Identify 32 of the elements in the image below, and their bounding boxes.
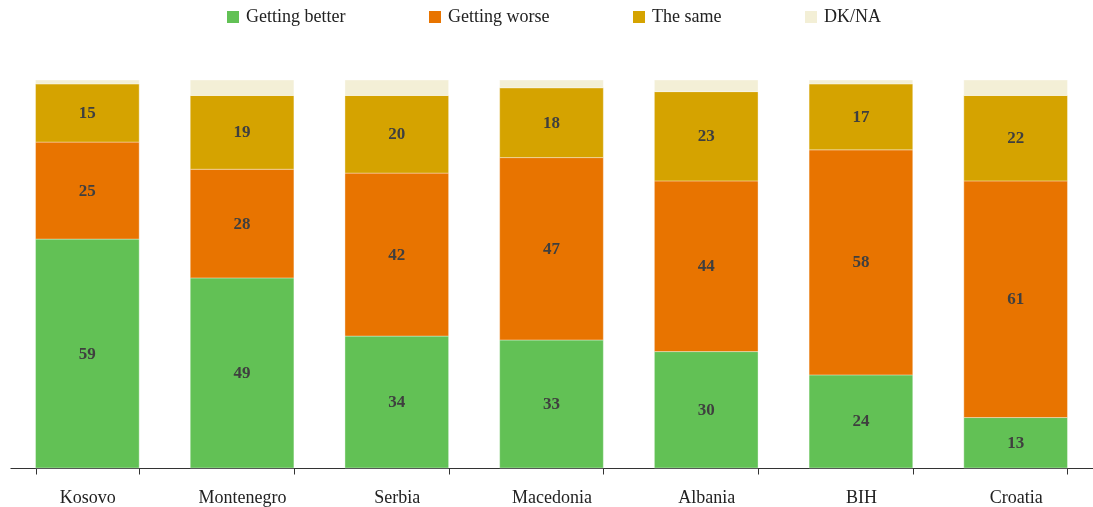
data-label: 19: [233, 122, 251, 142]
data-label: 44: [697, 256, 716, 276]
data-label: 30: [697, 399, 715, 419]
x-tick-label: Kosovo: [59, 486, 116, 507]
data-label: 34: [388, 392, 406, 412]
data-label: 42: [388, 244, 406, 264]
data-label: 28: [233, 213, 251, 233]
x-tick-label: Montenegro: [198, 486, 287, 507]
x-tick-label: Albania: [678, 486, 736, 507]
legend-label: Getting better: [246, 6, 346, 26]
x-tick-label: Croatia: [989, 486, 1043, 507]
data-label: 33: [543, 393, 560, 413]
legend-label: The same: [652, 6, 722, 26]
data-label: 61: [1007, 289, 1025, 309]
data-label: 47: [543, 238, 561, 258]
data-label: 24: [852, 411, 870, 431]
data-label: 18: [543, 112, 560, 132]
data-label: 15: [78, 102, 96, 122]
data-label: 13: [1007, 432, 1025, 452]
data-label: 17: [852, 106, 870, 126]
legend-label: DK/NA: [824, 6, 881, 26]
data-label: 58: [852, 252, 870, 272]
data-label: 23: [697, 126, 715, 146]
x-tick-label: Macedonia: [512, 486, 592, 507]
data-label: 49: [233, 362, 251, 382]
data-label: 20: [388, 124, 406, 144]
x-tick-label: Serbia: [374, 486, 421, 507]
data-label: 25: [78, 180, 96, 200]
data-label: 59: [78, 343, 96, 363]
x-tick-label: BIH: [845, 486, 877, 507]
legend-label: Getting worse: [448, 6, 550, 26]
data-label: 22: [1007, 128, 1025, 148]
